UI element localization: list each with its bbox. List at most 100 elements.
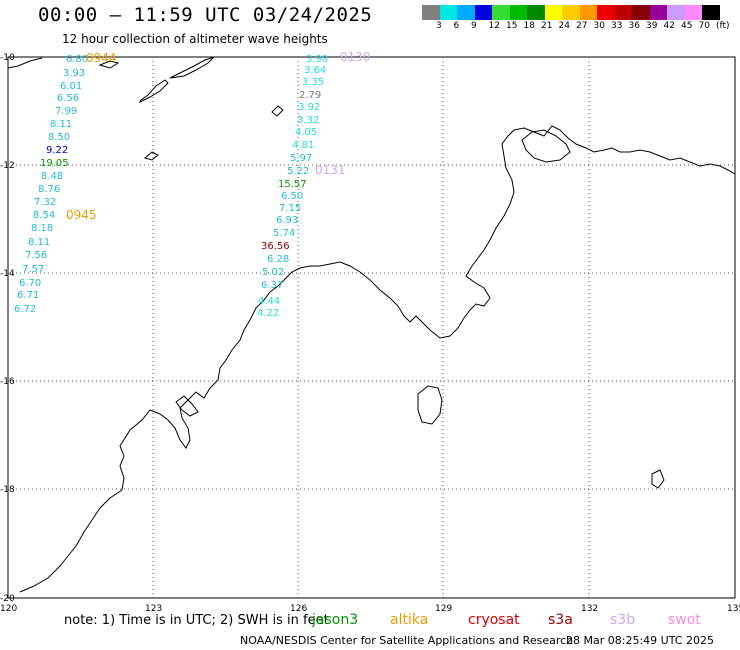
track-west-labels: 6.80 3.93 6.016.56 7.99 8.11 8.50 9.22 19.05 8.4… bbox=[14, 54, 88, 315]
legend-swatch bbox=[474, 5, 492, 20]
coast-small-east-island bbox=[651, 469, 665, 489]
legend-swatch bbox=[439, 5, 457, 20]
wave-height-value: 6.70 bbox=[19, 278, 41, 289]
lon-label: 129 bbox=[435, 604, 452, 614]
legend-label: 27 bbox=[576, 21, 588, 31]
map-subtitle: 12 hour collection of altimeter wave hei… bbox=[62, 32, 328, 46]
wave-height-value: 36.56 bbox=[261, 241, 290, 252]
legend-label: 15 bbox=[506, 21, 518, 31]
wave-height-value: 5.97 bbox=[290, 153, 312, 164]
wave-height-value: 8.18 bbox=[31, 223, 53, 234]
legend-label: 21 bbox=[541, 21, 553, 31]
coast-island-4 bbox=[143, 151, 159, 161]
legend-swatch bbox=[544, 5, 562, 20]
wave-height-value: 2.79 bbox=[299, 90, 321, 101]
footer-note: note: 1) Time is in UTC; 2) SWH is in fe… bbox=[64, 613, 329, 628]
legend-label: 39 bbox=[646, 21, 658, 31]
wave-height-value: 4.05 bbox=[295, 127, 317, 138]
lon-label: 126 bbox=[290, 604, 307, 614]
wave-height-value: 19.05 bbox=[40, 158, 69, 169]
wave-height-value: 8.11 bbox=[28, 237, 50, 248]
legend-label: 24 bbox=[558, 21, 570, 31]
track-east-labels: 3.983.643.35 2.793.92 3.324.05 4.81 5.97 5.22… bbox=[257, 54, 328, 319]
lat-label: -20 bbox=[0, 594, 15, 604]
satellite-label-jason3: jason3 bbox=[312, 612, 359, 628]
legend-swatch bbox=[509, 5, 527, 20]
wave-height-value: 5.22 bbox=[287, 166, 309, 177]
wave-height-value: 4.22 bbox=[257, 308, 279, 319]
wave-height-value: 6.80 bbox=[66, 54, 88, 65]
wave-height-value: 8.76 bbox=[38, 184, 60, 195]
legend-label: 3 bbox=[436, 21, 442, 31]
legend-label: 9 bbox=[471, 21, 477, 31]
wave-height-value: 8.54 bbox=[33, 210, 55, 221]
pass-time-labels: 0944 0945 0130 0131 bbox=[66, 50, 371, 222]
legend-swatch bbox=[562, 5, 580, 20]
wave-height-value: 4.44 bbox=[258, 296, 280, 307]
generated-timestamp: 28 Mar 08:25:49 UTC 2025 bbox=[566, 634, 714, 647]
coast-northern-australia bbox=[19, 125, 736, 593]
wave-height-value: 8.50 bbox=[48, 132, 70, 143]
legend-swatch bbox=[649, 5, 667, 20]
wave-height-value: 3.98 bbox=[306, 54, 328, 65]
wave-height-value: 3.93 bbox=[63, 68, 85, 79]
wave-height-value: 3.92 bbox=[298, 102, 320, 113]
wave-height-value: 15.57 bbox=[278, 179, 307, 190]
legend-swatch bbox=[597, 5, 615, 20]
legend-swatch bbox=[702, 5, 720, 20]
wave-height-value: 5.02 bbox=[262, 267, 284, 278]
legend-label: 18 bbox=[523, 21, 535, 31]
wave-height-value: 7.15 bbox=[279, 203, 301, 214]
legend-swatch bbox=[684, 5, 702, 20]
coast-island-1 bbox=[138, 79, 169, 104]
legend-swatch bbox=[527, 5, 545, 20]
legend-label: 70 bbox=[698, 21, 710, 31]
lat-label: -18 bbox=[0, 485, 15, 495]
lon-label: 135 bbox=[727, 604, 740, 614]
legend-swatch bbox=[632, 5, 650, 20]
satellite-label-altika: altika bbox=[390, 612, 429, 628]
satellite-label-swot: swot bbox=[668, 612, 701, 628]
coast-groote-island bbox=[417, 385, 443, 425]
wave-height-value: 6.01 bbox=[60, 81, 82, 92]
legend-label: 30 bbox=[593, 21, 605, 31]
coastlines bbox=[7, 56, 736, 593]
map-title: 00:00 – 11:59 UTC 03/24/2025 bbox=[38, 4, 373, 26]
credit-line: NOAA/NESDIS Center for Satellite Applica… bbox=[240, 634, 574, 647]
legend-swatch bbox=[614, 5, 632, 20]
coast-island-3 bbox=[98, 60, 120, 69]
wave-height-value: 6.50 bbox=[281, 191, 303, 202]
wave-height-value: 6.72 bbox=[14, 304, 36, 315]
legend-label: 6 bbox=[453, 21, 460, 31]
coast-island-5 bbox=[271, 105, 284, 117]
coast-bathurst-arm bbox=[175, 395, 199, 417]
coast-island-2 bbox=[169, 56, 215, 79]
lat-label: -12 bbox=[0, 161, 15, 171]
legend-swatch bbox=[579, 5, 597, 20]
wave-height-value: 8.48 bbox=[41, 171, 63, 182]
coast-timor-west bbox=[7, 57, 43, 69]
pass-time-label: 0131 bbox=[315, 163, 346, 177]
pass-time-label: 0945 bbox=[66, 208, 97, 222]
wave-height-value: 3.64 bbox=[304, 65, 326, 76]
lat-label: -10 bbox=[0, 53, 15, 63]
wave-height-value: 6.37 bbox=[261, 280, 283, 291]
lon-label: 123 bbox=[145, 604, 162, 614]
wave-height-value: 7.57 bbox=[22, 264, 44, 275]
pass-time-label: 0130 bbox=[340, 50, 371, 64]
wave-height-value: 6.71 bbox=[17, 290, 39, 301]
wave-height-value: 8.11 bbox=[50, 119, 72, 130]
coast-melville-island bbox=[521, 129, 571, 163]
wave-height-value: 6.93 bbox=[276, 215, 298, 226]
legend-label: 45 bbox=[681, 21, 693, 31]
legend-swatch bbox=[422, 5, 440, 20]
plot-frame bbox=[7, 56, 736, 599]
legend-unit: (ft) bbox=[716, 21, 730, 31]
wave-height-value: 3.32 bbox=[297, 115, 319, 126]
legend-swatch bbox=[457, 5, 475, 20]
wave-height-value: 6.56 bbox=[57, 93, 79, 104]
satellite-label-cryosat: cryosat bbox=[468, 612, 520, 628]
wave-height-value: 5.74 bbox=[273, 228, 295, 239]
legend-swatch bbox=[492, 5, 510, 20]
